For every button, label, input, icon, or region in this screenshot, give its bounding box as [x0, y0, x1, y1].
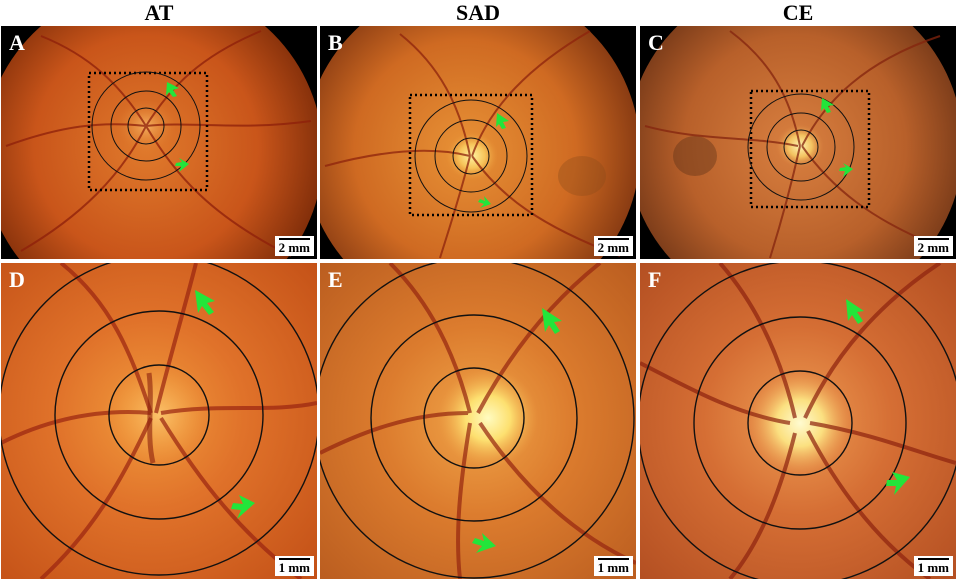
scale-bar-label: 1 mm [917, 560, 949, 575]
scale-bar-label: 1 mm [597, 560, 629, 575]
column-title-at: AT [144, 0, 174, 25]
fundus-image-a [1, 26, 317, 259]
arrow-markers-e [472, 308, 562, 553]
scale-bar-line [278, 558, 310, 560]
column-title-ce: CE [782, 0, 814, 25]
panel-letter-b: B [328, 30, 343, 55]
scale-bar-f: 1 mm [913, 556, 953, 576]
panel-c-fundus-overview: C 2 mm [640, 26, 956, 259]
scale-bar-line [597, 558, 629, 560]
arrow-markers-f [846, 299, 910, 495]
scale-bar-c: 2 mm [913, 236, 953, 256]
panel-letter-d: D [9, 267, 25, 292]
scale-bar-line [597, 238, 629, 240]
arrow-markers-d [195, 290, 255, 519]
scale-bar-label: 2 mm [278, 240, 310, 255]
scale-bar-line [278, 238, 310, 240]
scale-bar-line [917, 238, 949, 240]
panel-e-optic-disc-zoom: E 1 mm [320, 263, 636, 579]
arrow-markers-c [821, 98, 853, 177]
scale-bar-b: 2 mm [593, 236, 633, 256]
scale-bar-a: 2 mm [274, 236, 314, 256]
scale-bar-label: 2 mm [597, 240, 629, 255]
panel-letter-c: C [648, 30, 664, 55]
panel-d-optic-disc-zoom: D 1 mm [1, 263, 317, 579]
panel-a-fundus-overview: A 2 mm [1, 26, 317, 259]
panel-f-optic-disc-zoom: F 1 mm [640, 263, 956, 579]
scale-bar-label: 1 mm [278, 560, 310, 575]
arrow-markers-a [166, 82, 189, 172]
scale-bar-e: 1 mm [593, 556, 633, 576]
fundus-image-c [640, 26, 956, 259]
scale-bar-line [917, 558, 949, 560]
scale-bar-d: 1 mm [274, 556, 314, 576]
panel-letter-e: E [328, 267, 343, 292]
fundus-image-b [320, 26, 636, 259]
fundus-image-f [640, 263, 956, 579]
fundus-image-e [320, 263, 636, 579]
arrow-markers-b [478, 113, 509, 208]
panel-letter-f: F [648, 267, 662, 292]
panel-letter-a: A [9, 30, 25, 55]
column-title-sad: SAD [455, 0, 500, 25]
scale-bar-label: 2 mm [917, 240, 949, 255]
fundus-image-d [1, 263, 317, 579]
panel-b-fundus-overview: B 2 mm [320, 26, 636, 259]
